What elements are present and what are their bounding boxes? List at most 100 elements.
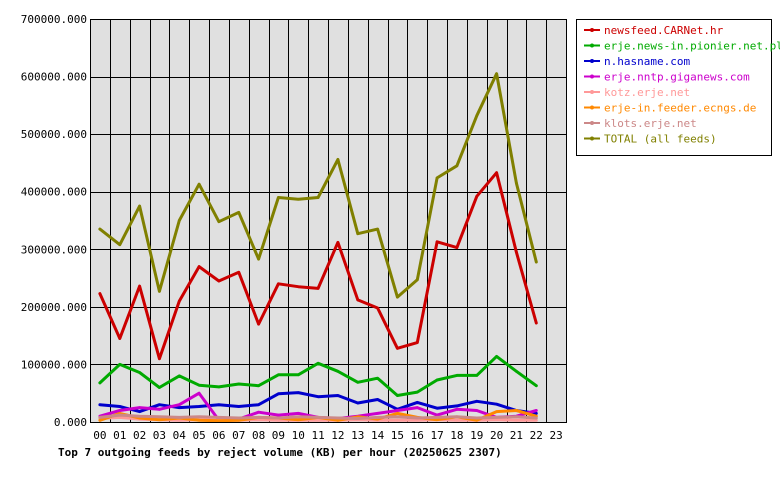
data-point xyxy=(396,415,399,419)
data-point xyxy=(475,195,479,198)
x-tick-label: 23 xyxy=(549,429,562,442)
data-point xyxy=(376,398,379,401)
data-point xyxy=(515,181,518,185)
data-point xyxy=(138,410,141,413)
data-point xyxy=(415,341,419,344)
data-point xyxy=(217,419,221,423)
x-tick-label: 16 xyxy=(411,429,424,442)
data-point xyxy=(534,418,538,422)
chart-title: Top 7 outgoing feeds by reject volume (K… xyxy=(58,446,502,459)
data-point xyxy=(475,418,479,422)
data-point xyxy=(376,227,379,231)
data-point xyxy=(435,240,439,244)
data-point xyxy=(356,380,360,384)
x-tick-label: 15 xyxy=(391,429,404,442)
data-point xyxy=(177,299,181,303)
data-point xyxy=(475,416,479,420)
series-layer xyxy=(98,72,538,423)
x-tick-label: 22 xyxy=(530,429,543,442)
data-point xyxy=(257,418,260,421)
legend-marker xyxy=(590,74,594,79)
data-point xyxy=(396,347,399,350)
data-point xyxy=(237,418,241,422)
data-point xyxy=(495,410,498,413)
x-tick-label: 10 xyxy=(292,429,305,442)
x-tick-label: 03 xyxy=(153,429,166,442)
data-point xyxy=(197,405,201,408)
data-point xyxy=(197,383,201,387)
data-point xyxy=(98,418,102,422)
data-point xyxy=(98,416,102,419)
data-point xyxy=(455,164,459,168)
data-point xyxy=(495,171,498,175)
data-point xyxy=(316,416,320,419)
data-point xyxy=(455,246,459,249)
data-point xyxy=(435,378,439,382)
data-point xyxy=(336,370,340,373)
data-point xyxy=(534,260,538,264)
legend-marker xyxy=(590,59,594,63)
data-point xyxy=(515,409,518,412)
data-point xyxy=(237,211,241,214)
data-point xyxy=(396,409,399,412)
legend-item-label: klots.erje.net xyxy=(604,117,697,130)
data-point xyxy=(217,279,221,283)
data-point xyxy=(475,409,479,412)
legend-box xyxy=(576,19,772,156)
data-point xyxy=(277,373,280,377)
data-point xyxy=(515,418,518,422)
data-point xyxy=(296,391,300,394)
x-tick-label: 17 xyxy=(430,429,443,442)
data-point xyxy=(98,381,102,385)
data-point xyxy=(277,418,280,422)
data-point xyxy=(415,418,419,422)
x-tick-label: 11 xyxy=(311,429,324,442)
data-point xyxy=(277,413,280,417)
data-point xyxy=(336,394,340,397)
data-point xyxy=(158,408,161,411)
data-point xyxy=(356,401,360,405)
data-point xyxy=(98,403,102,407)
data-point xyxy=(197,182,201,186)
data-point xyxy=(376,416,379,419)
data-point xyxy=(495,72,498,75)
plot-border xyxy=(90,19,567,423)
data-point xyxy=(257,384,260,388)
x-tick-label: 13 xyxy=(351,429,364,442)
y-axis: 0.000 100000.000 200000.000 300000.000 40000… xyxy=(21,13,87,429)
data-point xyxy=(177,374,181,378)
legend-item-label: erje.news-in.pionier.net.pl xyxy=(604,40,780,53)
data-point xyxy=(435,416,439,419)
data-point xyxy=(158,415,161,419)
data-point xyxy=(534,321,538,325)
x-tick-label: 20 xyxy=(490,429,503,442)
data-point xyxy=(495,416,498,419)
data-point xyxy=(475,114,479,118)
legend-marker xyxy=(590,121,594,125)
data-point xyxy=(118,409,122,412)
x-tick-label: 04 xyxy=(173,429,187,442)
data-point xyxy=(138,204,141,208)
y-tick-label: 200000.000 xyxy=(21,301,87,314)
data-point xyxy=(277,282,280,286)
data-point xyxy=(435,413,439,417)
data-point xyxy=(237,416,241,420)
x-tick-label: 14 xyxy=(371,429,385,442)
data-point xyxy=(296,412,300,415)
data-point xyxy=(257,410,260,414)
data-point xyxy=(296,418,300,421)
data-point xyxy=(495,418,498,421)
data-point xyxy=(118,337,122,340)
data-point xyxy=(138,406,141,409)
data-point xyxy=(277,196,280,199)
data-point xyxy=(534,412,538,415)
data-point xyxy=(237,405,241,408)
data-point xyxy=(316,287,320,290)
data-point xyxy=(415,390,419,394)
legend-marker xyxy=(590,28,594,32)
data-point xyxy=(356,232,360,236)
data-point xyxy=(138,284,141,288)
data-point xyxy=(396,394,399,397)
y-tick-label: 0.000 xyxy=(54,416,87,429)
data-point xyxy=(177,219,181,222)
